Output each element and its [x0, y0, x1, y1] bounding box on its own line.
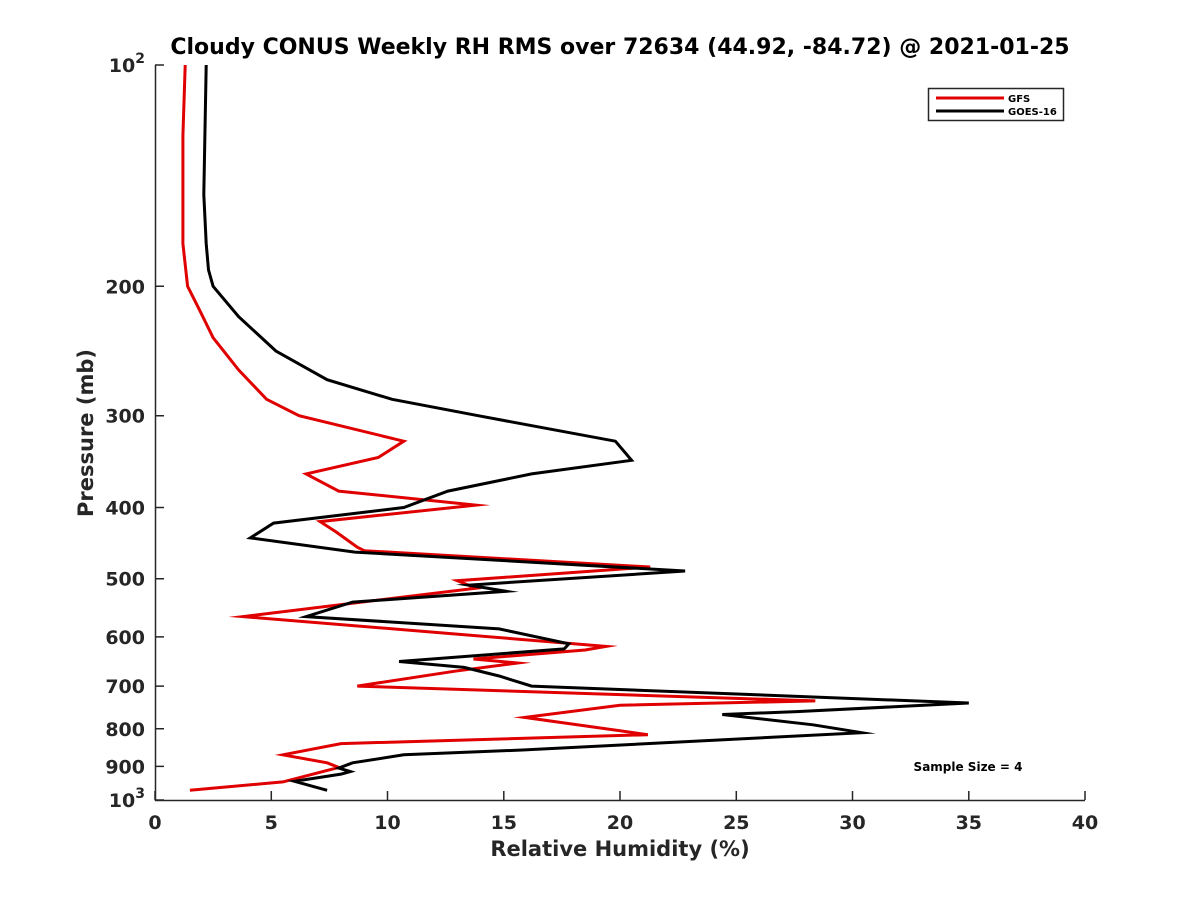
- x-tick-labels: 0 5 10 15 20 25 30 35 40: [148, 812, 1098, 834]
- y-tick-label: 103: [109, 786, 145, 812]
- series-layer: [181, 64, 969, 792]
- x-axis-label: Relative Humidity (%): [490, 837, 749, 861]
- y-tick-marks: [155, 64, 164, 801]
- y-tick-label: 500: [105, 569, 145, 591]
- y-tick-label: 400: [105, 498, 145, 520]
- sample-size-annotation: Sample Size = 4: [914, 760, 1023, 774]
- x-tick-label: 20: [607, 812, 633, 834]
- legend-label-goes-16: GOES-16: [1008, 107, 1057, 118]
- x-tick-label: 15: [491, 812, 517, 834]
- y-tick-label: 102: [109, 51, 145, 77]
- x-tick-label: 25: [723, 812, 749, 834]
- x-tick-label: 10: [374, 812, 400, 834]
- series-line-goes-16: [202, 64, 969, 792]
- x-tick-label: 0: [148, 812, 161, 834]
- chart-title: Cloudy CONUS Weekly RH RMS over 72634 (4…: [170, 35, 1069, 60]
- y-axis-label: Pressure (mb): [74, 349, 98, 517]
- legend: GFS GOES-16: [927, 87, 1065, 122]
- x-tick-label: 35: [956, 812, 982, 834]
- y-tick-label: 800: [105, 719, 145, 741]
- legend-box: [927, 87, 1065, 122]
- legend-label-gfs: GFS: [1008, 94, 1030, 105]
- y-tick-label: 200: [105, 276, 145, 298]
- y-tick-label: 600: [105, 627, 145, 649]
- x-tick-label: 5: [265, 812, 278, 834]
- y-tick-labels: 102 200 300 400 500 600 700 800 900 103: [105, 51, 145, 812]
- y-tick-label: 900: [105, 756, 145, 778]
- x-tick-label: 40: [1072, 812, 1098, 834]
- y-tick-label: 300: [105, 406, 145, 428]
- x-tick-marks: [154, 791, 1086, 800]
- plot-area: [154, 64, 1086, 802]
- y-tick-label: 700: [105, 676, 145, 698]
- series-line-gfs: [181, 64, 816, 792]
- x-tick-label: 30: [839, 812, 865, 834]
